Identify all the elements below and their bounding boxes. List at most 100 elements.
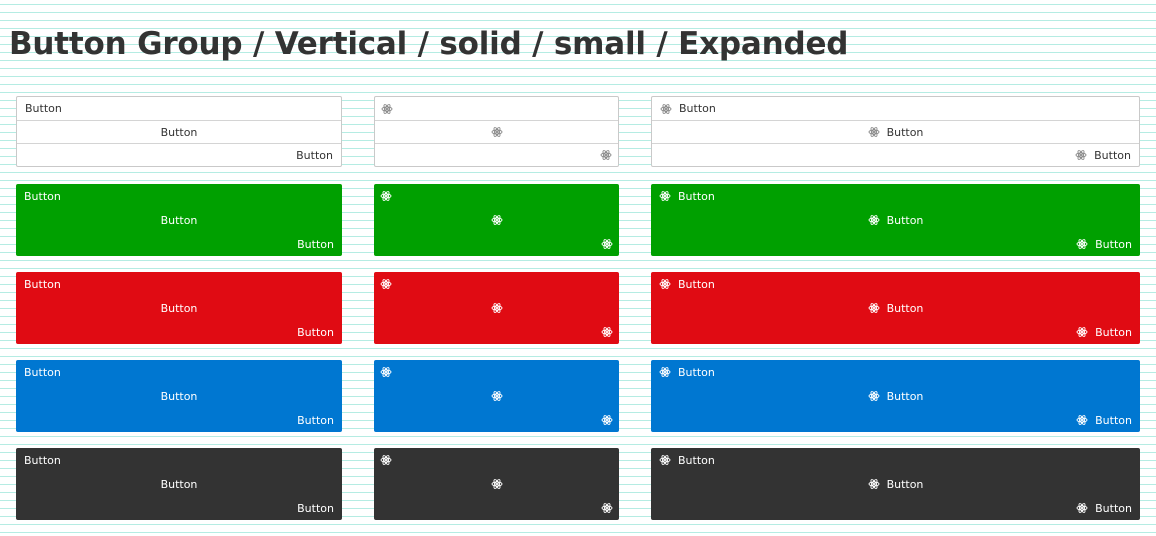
atom-icon <box>601 327 613 337</box>
button-right[interactable] <box>374 496 619 520</box>
button-left[interactable] <box>374 272 619 296</box>
button-label: Button <box>1095 237 1132 251</box>
button-right[interactable]: Button <box>651 496 1140 520</box>
button-right[interactable]: Button <box>16 232 342 256</box>
atom-icon <box>1076 503 1088 513</box>
button-left[interactable]: Button <box>651 448 1140 472</box>
button-center[interactable]: Button <box>651 472 1140 496</box>
button-center[interactable] <box>374 472 619 496</box>
button-right[interactable]: Button <box>651 320 1140 344</box>
atom-icon <box>381 103 393 114</box>
button-right[interactable]: Button <box>651 408 1140 432</box>
button-label: Button <box>679 102 716 115</box>
button-label: Button <box>160 477 198 491</box>
atom-icon <box>659 191 671 201</box>
button-label: Button <box>25 102 62 115</box>
button-center[interactable]: Button <box>651 296 1140 320</box>
button-group-dark-label: Button Button Button <box>16 448 342 520</box>
button-right[interactable]: Button <box>16 496 342 520</box>
atom-icon <box>380 279 392 289</box>
button-left[interactable]: Button <box>16 272 342 296</box>
button-group-red-icon-label: Button Button Button <box>651 272 1140 344</box>
button-center[interactable]: Button <box>16 472 342 496</box>
button-left[interactable]: Button <box>16 184 342 208</box>
atom-icon <box>659 367 671 377</box>
atom-icon <box>491 127 502 137</box>
button-group-blue-icon <box>374 360 619 432</box>
atom-icon <box>1076 239 1088 249</box>
button-center[interactable] <box>374 296 619 320</box>
button-right[interactable] <box>374 232 619 256</box>
button-center[interactable]: Button <box>16 384 342 408</box>
button-label: Button <box>297 237 334 251</box>
button-label: Button <box>160 389 198 403</box>
button-center[interactable]: Button <box>16 296 342 320</box>
atom-icon <box>1076 327 1088 337</box>
button-label: Button <box>886 477 924 491</box>
button-left[interactable]: Button <box>651 360 1140 384</box>
atom-icon <box>601 239 613 249</box>
atom-icon <box>868 303 880 313</box>
button-label: Button <box>160 213 198 227</box>
atom-icon <box>659 279 671 289</box>
atom-icon <box>491 391 502 401</box>
button-left[interactable]: Button <box>652 97 1139 120</box>
button-group-green-icon <box>374 184 619 256</box>
atom-icon <box>659 455 671 465</box>
button-group-outline-icon <box>374 96 619 167</box>
button-label: Button <box>24 277 61 291</box>
atom-icon <box>868 391 880 401</box>
button-left[interactable] <box>374 360 619 384</box>
button-center[interactable]: Button <box>17 120 341 143</box>
button-left[interactable] <box>374 184 619 208</box>
button-right[interactable]: Button <box>651 232 1140 256</box>
atom-icon <box>1075 150 1087 160</box>
button-label: Button <box>886 125 924 139</box>
button-left[interactable]: Button <box>16 360 342 384</box>
button-left[interactable] <box>375 97 618 120</box>
button-label: Button <box>24 365 61 379</box>
button-label: Button <box>886 213 924 227</box>
button-label: Button <box>886 301 924 315</box>
button-label: Button <box>297 413 334 427</box>
button-left[interactable]: Button <box>651 184 1140 208</box>
button-right[interactable]: Button <box>17 143 341 166</box>
button-label: Button <box>296 148 333 162</box>
button-center[interactable] <box>375 120 618 143</box>
atom-icon <box>491 303 502 313</box>
button-left[interactable]: Button <box>17 97 341 120</box>
button-label: Button <box>678 453 715 467</box>
button-group-blue-label: Button Button Button <box>16 360 342 432</box>
button-label: Button <box>24 189 61 203</box>
button-left[interactable]: Button <box>651 272 1140 296</box>
button-label: Button <box>678 365 715 379</box>
button-label: Button <box>297 325 334 339</box>
button-right[interactable]: Button <box>16 408 342 432</box>
atom-icon <box>868 215 880 225</box>
button-label: Button <box>160 125 198 139</box>
button-label: Button <box>24 453 61 467</box>
button-right[interactable] <box>374 408 619 432</box>
button-right[interactable] <box>375 143 618 166</box>
button-center[interactable] <box>374 208 619 232</box>
button-right[interactable]: Button <box>16 320 342 344</box>
button-group-dark-icon <box>374 448 619 520</box>
button-group-blue-icon-label: Button Button Button <box>651 360 1140 432</box>
button-center[interactable]: Button <box>651 384 1140 408</box>
button-right[interactable] <box>374 320 619 344</box>
button-label: Button <box>1095 413 1132 427</box>
button-center[interactable]: Button <box>651 208 1140 232</box>
button-label: Button <box>160 301 198 315</box>
button-left[interactable] <box>374 448 619 472</box>
atom-icon <box>868 479 880 489</box>
button-right[interactable]: Button <box>652 143 1139 166</box>
button-center[interactable] <box>374 384 619 408</box>
button-center[interactable]: Button <box>652 120 1139 143</box>
button-label: Button <box>297 501 334 515</box>
atom-icon <box>380 367 392 377</box>
button-center[interactable]: Button <box>16 208 342 232</box>
button-left[interactable]: Button <box>16 448 342 472</box>
button-group-outline-icon-label: Button Button Button <box>651 96 1140 167</box>
button-label: Button <box>1095 325 1132 339</box>
button-label: Button <box>1095 501 1132 515</box>
